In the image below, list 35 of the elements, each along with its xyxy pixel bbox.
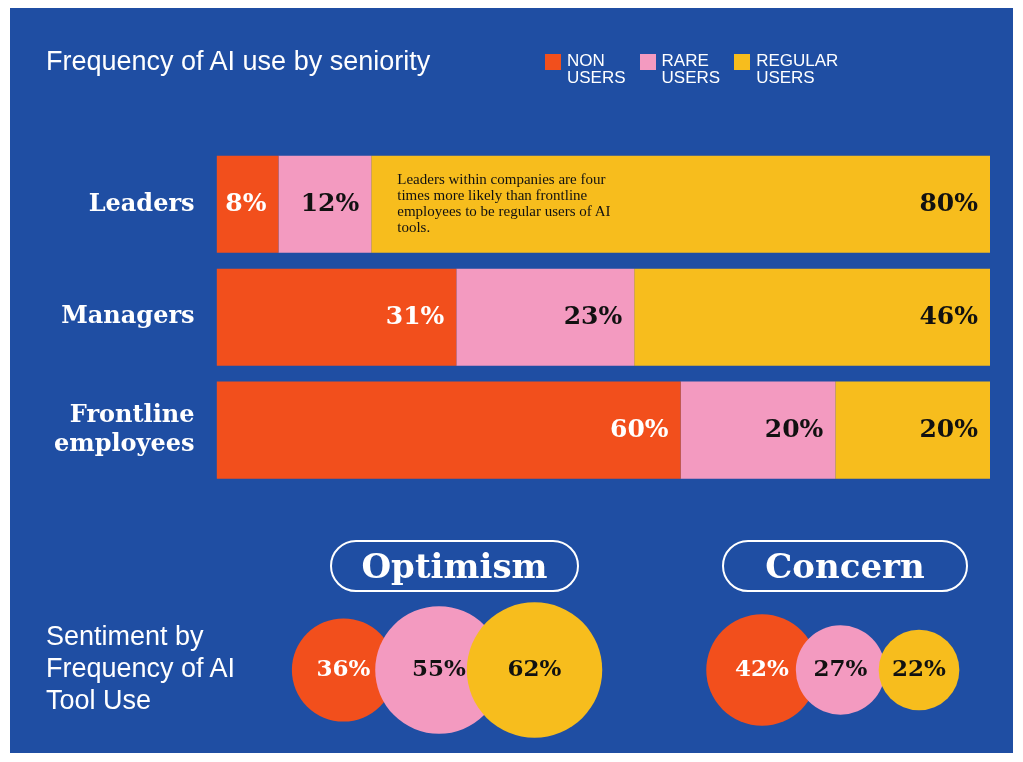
bar — [216, 155, 279, 253]
legend-label: REGULAR USERS — [756, 51, 839, 87]
data-label: 60% — [610, 413, 669, 443]
annotation: Leaders within companies are four times more likely than frontline employees to be regular users of AI tools. — [397, 171, 611, 236]
y-tick-label: Frontline employees — [53, 398, 195, 457]
text: Concern — [722, 540, 968, 592]
data-label: 62% — [507, 653, 562, 681]
chart-title: Frequency of AI use by seniority — [46, 46, 431, 77]
data-label: 55% — [412, 653, 467, 681]
data-label: 46% — [919, 300, 979, 330]
bar — [216, 268, 457, 366]
bar — [216, 381, 681, 479]
data-label: 12% — [300, 187, 360, 217]
bar — [634, 268, 990, 366]
bar — [835, 381, 990, 479]
legend-label: RARE USERS — [661, 51, 721, 87]
bar — [680, 381, 836, 479]
data-label: 20% — [764, 413, 824, 443]
data-label: 36% — [316, 653, 371, 681]
data-label: 20% — [919, 413, 979, 443]
data-label: 80% — [919, 187, 979, 217]
legend-label: NON USERS — [567, 51, 626, 87]
data-label: 23% — [563, 300, 623, 330]
data-label: 42% — [735, 653, 790, 681]
data-label: 8% — [225, 187, 267, 217]
text: Sentiment by Frequency of AI Tool Use — [46, 620, 237, 716]
y-tick-label: Managers — [61, 300, 195, 330]
bar — [278, 155, 372, 253]
data-label: 27% — [813, 653, 868, 681]
y-tick-label: Leaders — [88, 187, 195, 217]
bar — [371, 155, 990, 253]
text: Optimism — [330, 540, 579, 592]
bar — [456, 268, 635, 366]
data-label: 31% — [385, 300, 445, 330]
data-label: 22% — [892, 653, 947, 681]
